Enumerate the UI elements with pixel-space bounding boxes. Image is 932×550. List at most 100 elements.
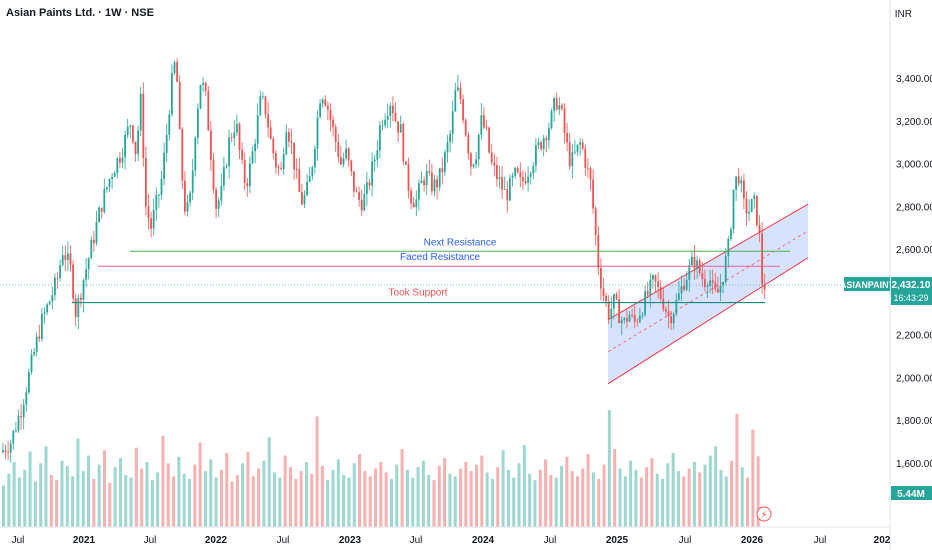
candle-body <box>688 265 691 280</box>
candle-body <box>43 312 46 314</box>
volume-bar <box>347 477 351 527</box>
candle-body <box>61 255 64 266</box>
volume-bar <box>65 465 69 527</box>
volume-bar <box>262 460 266 527</box>
volume-bar <box>342 475 346 527</box>
candle-body <box>176 62 178 82</box>
candle-body <box>649 279 652 295</box>
volume-bar <box>730 460 734 527</box>
candle-body <box>457 87 459 91</box>
candle-body <box>282 154 285 170</box>
volume-bar <box>55 480 59 527</box>
volume-bar <box>92 478 96 527</box>
candle-body <box>139 93 142 131</box>
candle-body <box>38 336 41 339</box>
candle-body <box>306 181 308 195</box>
x-tick-label: Jul <box>12 535 25 546</box>
candle-body <box>85 269 87 280</box>
candle-body <box>236 123 238 133</box>
candle-body <box>298 169 301 192</box>
candle-body <box>490 152 493 163</box>
candle-body <box>381 125 384 127</box>
volume-bar <box>374 468 378 527</box>
candle-body <box>498 177 501 180</box>
volume-bar <box>565 456 569 527</box>
volume-bar <box>448 473 452 527</box>
candle-body <box>295 169 298 170</box>
candle-body <box>121 157 124 163</box>
candle-body <box>93 239 95 243</box>
candle-body <box>745 198 748 214</box>
candle-body <box>514 167 516 177</box>
candle-body <box>33 352 35 355</box>
candle-body <box>311 167 314 176</box>
price-channel[interactable] <box>607 203 809 385</box>
volume-bar <box>618 468 622 527</box>
candle-body <box>529 173 532 177</box>
candle-body <box>402 124 405 162</box>
candle-body <box>706 285 709 287</box>
volume-bar <box>517 463 521 527</box>
candle-body <box>581 142 584 149</box>
candle-body <box>334 126 337 143</box>
candle-body <box>360 199 363 211</box>
volume-bar <box>719 469 723 527</box>
x-tick-label: Jul <box>679 535 692 546</box>
candle-body <box>7 452 9 453</box>
candle-body <box>444 152 446 172</box>
annotation-labels: Next Resistance Faced Resistance Took Supp… <box>389 237 497 298</box>
candle-body <box>618 298 620 324</box>
x-tick-label: Jul <box>277 535 290 546</box>
volume-bar <box>581 468 585 527</box>
candle-body <box>438 168 441 188</box>
volume-bar <box>81 471 85 527</box>
candle-body <box>353 171 355 192</box>
candle-body <box>412 203 415 208</box>
candle-body <box>750 199 753 212</box>
candle-body <box>90 239 93 259</box>
candle-body <box>540 142 542 150</box>
candle-body <box>392 105 394 114</box>
candle-body <box>735 176 737 190</box>
volume-bar <box>336 459 340 527</box>
candle-body <box>493 162 496 166</box>
candle-body <box>670 316 672 324</box>
candle-body <box>399 124 402 133</box>
volume-bar <box>485 472 489 527</box>
volume-bar <box>17 477 21 527</box>
volume-bar <box>575 476 579 527</box>
volume-bar <box>177 456 181 527</box>
volume-bar <box>182 473 186 527</box>
volume-bar <box>145 462 149 527</box>
candle-body <box>454 90 457 112</box>
candle-body <box>441 168 444 172</box>
candle-body <box>366 182 368 194</box>
candle-body <box>561 105 563 109</box>
volume-bar <box>490 478 494 527</box>
volume-bar <box>140 468 144 527</box>
candle-body <box>158 194 160 196</box>
volume-bar <box>129 477 133 527</box>
candle-body <box>269 127 272 139</box>
volume-bar <box>650 458 654 527</box>
channel-fill <box>608 204 808 384</box>
volume-bar <box>150 480 154 527</box>
candle-body <box>30 354 33 372</box>
volume-bar <box>108 482 112 527</box>
volume-bar <box>44 446 48 527</box>
candle-body <box>425 171 428 186</box>
chart-title: Asian Paints Ltd. · 1W · NSE <box>6 7 154 19</box>
candle-body <box>600 268 602 289</box>
candle-body <box>576 144 579 152</box>
candle-body <box>275 153 277 168</box>
candle-body <box>730 229 732 240</box>
candle-body <box>301 191 303 205</box>
candle-body <box>467 135 470 154</box>
volume-bar <box>97 464 101 527</box>
candle-body <box>394 113 397 122</box>
y-tick-label: 3,200.00 <box>896 117 932 128</box>
candle-body <box>189 192 191 203</box>
volume-bar <box>118 458 122 527</box>
volume-bar <box>623 476 627 527</box>
